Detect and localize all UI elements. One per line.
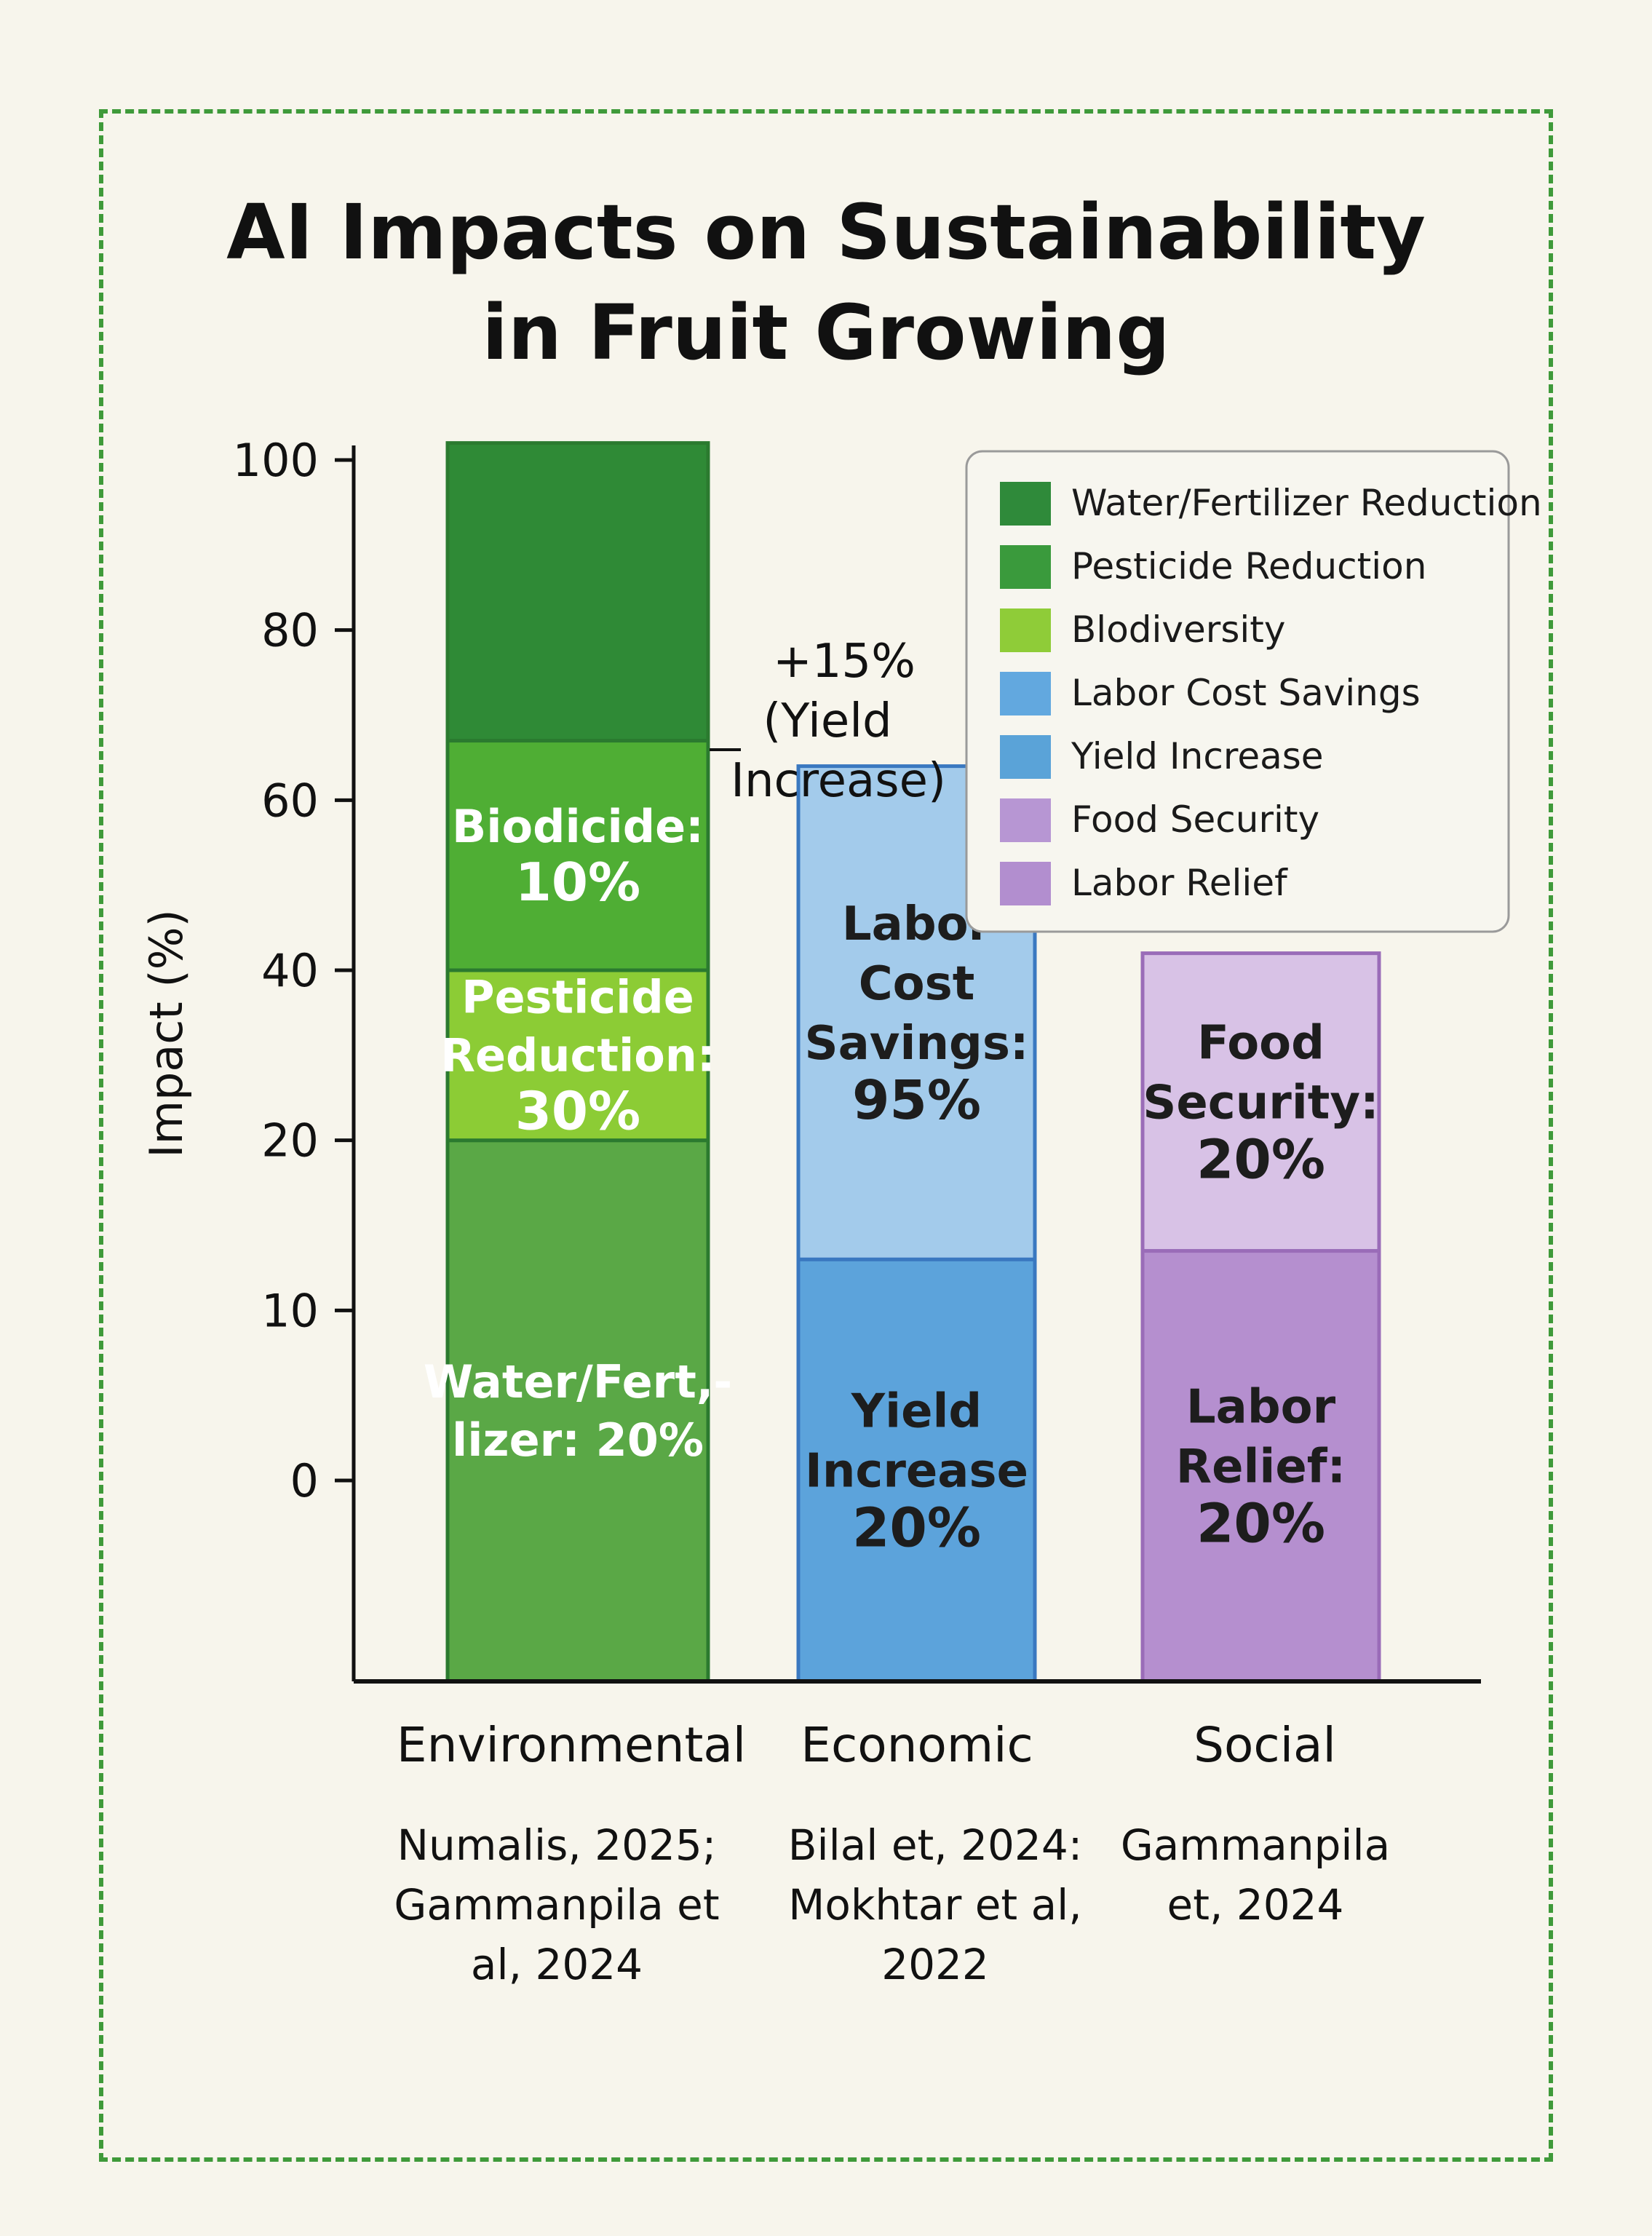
bar-segment [445, 441, 710, 743]
bar-segment-label: Yield [851, 1385, 982, 1439]
source-citation: Gammanpila et [394, 1880, 719, 1930]
bar-segment-label: 20% [852, 1497, 981, 1560]
x-category-label: Social [1194, 1717, 1336, 1773]
legend-label: Labor Cost Savings [1071, 672, 1421, 714]
bar-segment [1140, 951, 1381, 1253]
source-citation: 2022 [881, 1940, 989, 1989]
bar-segment-label: Increase [805, 1445, 1028, 1499]
bar-segment-label: 95% [852, 1069, 981, 1132]
legend-label: Blodiversity [1071, 608, 1285, 651]
source-citation: al, 2024 [471, 1940, 643, 1989]
y-tick-label: 60 [261, 774, 319, 827]
bar-segment [796, 1257, 1037, 1684]
bar-segment-label: Security: [1143, 1076, 1378, 1130]
y-tick-label: 0 [290, 1454, 319, 1507]
legend-swatch [1000, 798, 1051, 842]
bar-segment-label: Reduction: [440, 1029, 715, 1082]
legend-label: Yield Increase [1071, 735, 1324, 777]
annotation-text: Increase) [731, 754, 946, 808]
bar-segment [445, 739, 710, 972]
legend-swatch [1000, 545, 1051, 589]
y-tick-label: 10 [261, 1284, 319, 1337]
legend-swatch [1000, 862, 1051, 905]
bar-segment [445, 1138, 710, 1684]
bar-segment-label: Water/Fert,- [424, 1355, 732, 1408]
legend-label: Pesticide Reduction [1071, 545, 1426, 587]
chart-title-line-1: AI Impacts on Sustainability [226, 188, 1426, 277]
legend-label: Water/Fertilizer Reduction [1071, 482, 1542, 524]
bar-segment-label: Labor [1186, 1381, 1336, 1435]
chart-title: AI Impacts on Sustainability in Fruit Gr… [0, 182, 1652, 383]
y-tick-label: 80 [261, 604, 319, 657]
legend-swatch [1000, 735, 1051, 779]
legend-swatch [1000, 672, 1051, 715]
source-citation: Numalis, 2025; [397, 1820, 717, 1870]
legend-box [965, 450, 1510, 933]
bar-segment-label: Biodicide: [452, 800, 704, 853]
y-tick-label: 40 [261, 944, 319, 997]
bar-segment [445, 968, 710, 1143]
source-citation: Mokhtar et al, [788, 1880, 1081, 1930]
legend-swatch [1000, 482, 1051, 526]
bar-segment-label: Food [1197, 1016, 1325, 1070]
source-citation: Gammanpila [1121, 1820, 1390, 1870]
bar-segment-label: Relief: [1176, 1440, 1346, 1494]
chart-title-line-2: in Fruit Growing [482, 288, 1170, 377]
dashed-frame [99, 109, 1553, 2162]
source-citation: Bilal et, 2024: [788, 1820, 1083, 1870]
x-category-label: Environmental [397, 1717, 746, 1773]
bar-segment-label: Pesticide [461, 971, 694, 1024]
bar-segment-label: 30% [515, 1081, 640, 1142]
legend-swatch [1000, 608, 1051, 652]
y-axis-title: Impact (%) [140, 909, 193, 1157]
bar-segment-label: Cost [859, 957, 975, 1011]
bar-segment [1140, 1249, 1381, 1684]
bar-segment-label: lizer: 20% [452, 1414, 704, 1467]
bar-segment-label: 20% [1196, 1493, 1325, 1555]
y-tick-label: 100 [233, 434, 319, 487]
annotation-text: (Yield [763, 694, 891, 748]
annotation-text: +15% [773, 635, 916, 689]
bar-segment-label: 10% [515, 852, 640, 913]
x-category-label: Economic [801, 1717, 1033, 1773]
y-tick-label: 20 [261, 1114, 319, 1167]
legend-label: Food Security [1071, 798, 1319, 841]
legend-label: Labor Relief [1071, 862, 1288, 904]
source-citation: et, 2024 [1167, 1880, 1344, 1930]
bar-segment-label: Savings: [805, 1017, 1029, 1071]
bar-segment-label: 20% [1196, 1128, 1325, 1191]
